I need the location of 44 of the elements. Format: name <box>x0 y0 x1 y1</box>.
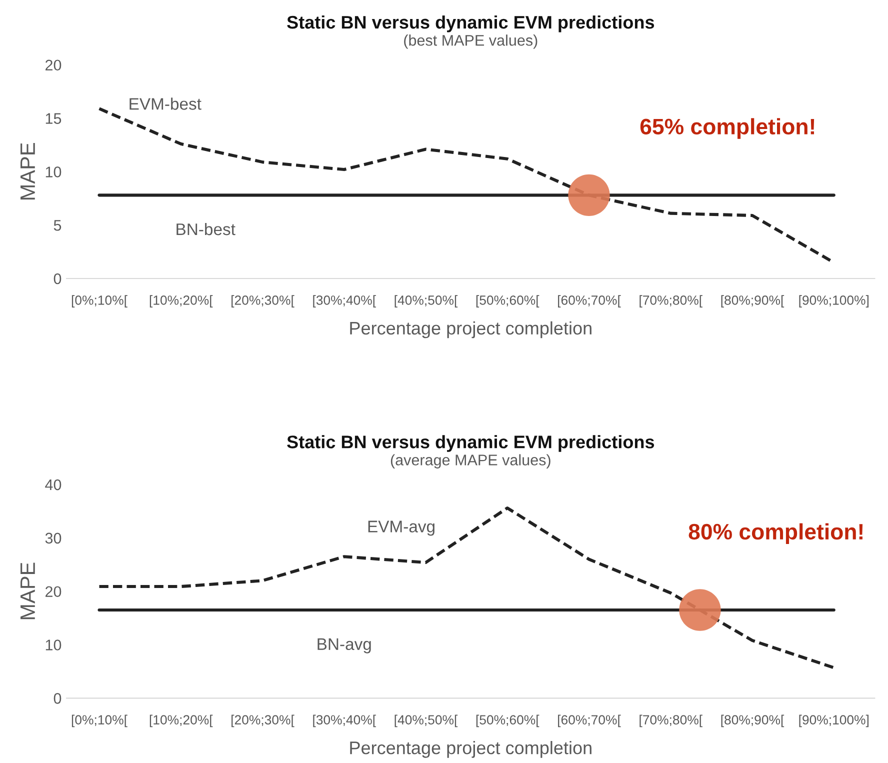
y-tick-label: 15 <box>46 113 62 124</box>
x-tick-label: [60%;70%[ <box>558 295 621 308</box>
x-tick-label: [20%;30%[ <box>232 714 294 728</box>
x-tick-label: [50%;60%[ <box>476 714 540 728</box>
x-tick-label: [20%;30%[ <box>232 295 294 308</box>
series-label: BN-best <box>176 222 236 236</box>
x-tick-label: [50%;60%[ <box>476 295 540 308</box>
annotation: 80% completion! <box>688 523 863 544</box>
x-tick-label: [0%;10%[ <box>72 714 128 728</box>
y-tick-label: 5 <box>54 220 62 231</box>
x-tick-label: [90%;100%] <box>799 714 869 728</box>
y-tick-label: 20 <box>46 586 62 598</box>
x-tick-label: [30%;40%[ <box>313 714 376 728</box>
series-label: EVM-best <box>130 98 202 110</box>
x-axis-title: Percentage project completion <box>350 321 592 338</box>
y-tick-label: 10 <box>46 166 62 178</box>
y-tick-label: 40 <box>45 479 62 490</box>
x-tick-label: [80%;90%[ <box>721 714 784 728</box>
x-tick-label: [40%;50%[ <box>394 295 458 308</box>
x-tick-label: [90%;100%] <box>799 295 869 308</box>
y-tick-label: 0 <box>54 273 62 284</box>
y-tick-label: 30 <box>45 532 62 544</box>
x-tick-label: [10%;20%[ <box>150 714 213 728</box>
series-label: EVM-avg <box>368 520 434 536</box>
x-tick-label: [60%;70%[ <box>558 714 621 728</box>
y-axis-title: MAPE <box>20 143 35 200</box>
x-tick-label: [30%;40%[ <box>313 295 376 308</box>
x-tick-label: [10%;20%[ <box>150 295 213 308</box>
y-tick-label: 10 <box>46 640 62 650</box>
x-tick-label: [80%;90%[ <box>721 295 784 308</box>
y-tick-label: 20 <box>46 60 62 71</box>
chart-title: Static BN versus dynamic EVM predictions <box>287 15 654 32</box>
series-label: BN-avg <box>318 638 371 654</box>
x-tick-label: [0%;10%[ <box>72 295 128 308</box>
x-tick-label: [70%;80%[ <box>640 714 702 728</box>
x-axis-title: Percentage project completion <box>350 741 592 758</box>
chart-subtitle: (best MAPE values) <box>404 34 538 49</box>
y-tick-label: 0 <box>54 693 62 704</box>
chart-title: Static BN versus dynamic EVM predictions <box>287 435 654 452</box>
x-tick-label: [40%;50%[ <box>394 714 458 728</box>
y-axis-title: MAPE <box>20 562 35 620</box>
x-tick-label: [70%;80%[ <box>640 295 702 308</box>
chart-subtitle: (average MAPE values) <box>390 454 550 468</box>
annotation: 65% completion! <box>640 118 814 139</box>
